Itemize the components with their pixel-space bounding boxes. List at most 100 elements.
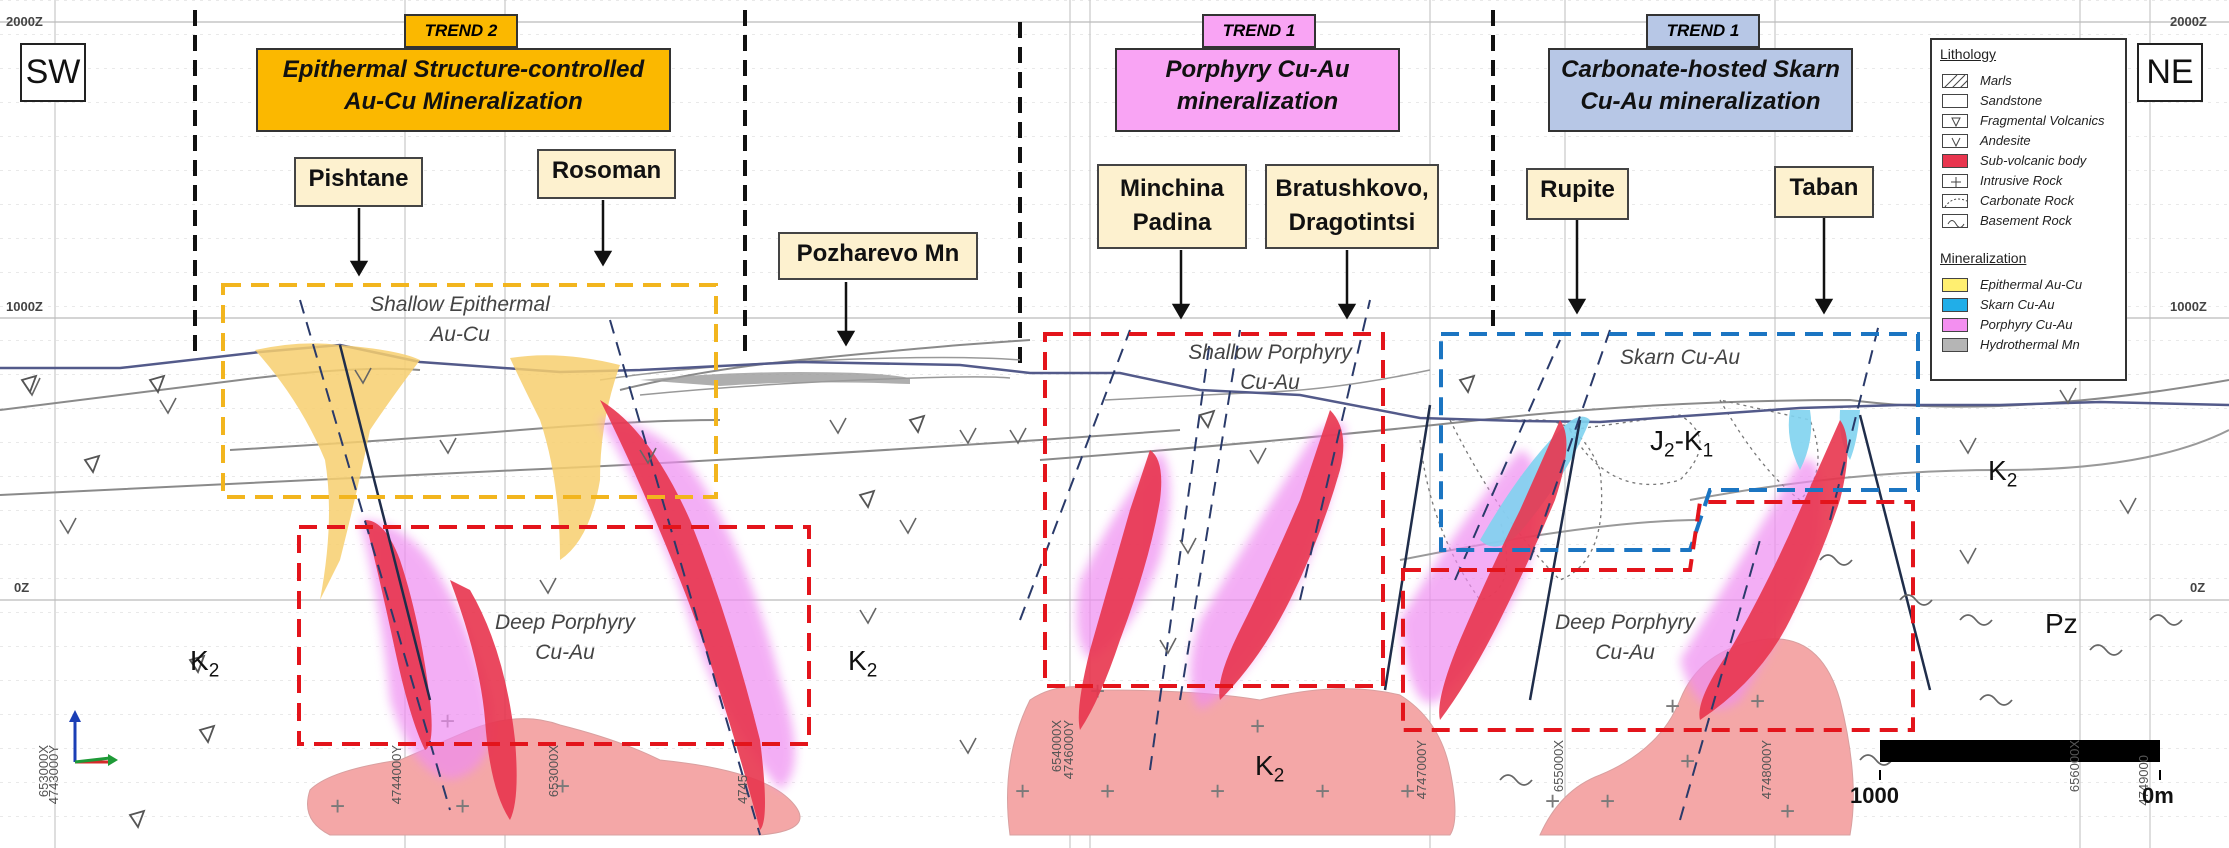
dashed-faults bbox=[299, 299, 1881, 836]
legend-carbonate-label: Carbonate Rock bbox=[1980, 193, 2074, 208]
trend-2-title: Epithermal Structure-controlled Au-Cu Mi… bbox=[256, 48, 671, 132]
legend-row-porphyry: Porphyry Cu-Au bbox=[1940, 316, 2125, 334]
legend-row-intrusive: Intrusive Rock bbox=[1940, 172, 2125, 190]
elevation-2000-right: 2000Z bbox=[2170, 14, 2207, 29]
legend-row-epithermal: Epithermal Au-Cu bbox=[1940, 276, 2125, 294]
unit-j-letter: J bbox=[1650, 425, 1664, 456]
zone-deep-porphyry-right-line1: Deep Porphyry bbox=[1554, 611, 1696, 634]
unit-k2-center-sub: 2 bbox=[866, 660, 878, 682]
minchina-line1: Minchina bbox=[1119, 175, 1224, 202]
porphyry-title-line1: Porphyry Cu-Au bbox=[1165, 56, 1350, 83]
axis-triad-icon bbox=[69, 710, 118, 766]
scale-label-1000: 1000 bbox=[1850, 783, 1899, 808]
unit-k2-bottom-letter: K bbox=[1255, 750, 1274, 781]
legend-porphyry-label: Porphyry Cu-Au bbox=[1980, 317, 2073, 332]
unit-k2-left-sub: 2 bbox=[208, 660, 220, 682]
intrusive-swatch-icon bbox=[1942, 174, 1968, 188]
legend-row-andesite: Andesite bbox=[1940, 132, 2125, 150]
legend-fragmental-label: Fragmental Volcanics bbox=[1980, 113, 2105, 128]
andesite-swatch-icon bbox=[1942, 134, 1968, 148]
subvolcanic-swatch-icon bbox=[1942, 154, 1968, 168]
trend-dividers bbox=[193, 10, 1495, 370]
basement-rock-symbols bbox=[1499, 554, 2183, 786]
sandstone-swatch-icon bbox=[1942, 94, 1968, 108]
legend-skarn-label: Skarn Cu-Au bbox=[1980, 297, 2055, 312]
elevation-0-left: 0Z bbox=[14, 580, 30, 595]
skarn-title-line1: Carbonate-hosted Skarn bbox=[1561, 56, 1840, 83]
epithermal-au-cu-zones bbox=[255, 343, 620, 600]
legend-basement-label: Basement Rock bbox=[1980, 213, 2072, 228]
porphyry-title: Porphyry Cu-Au mineralization bbox=[1115, 48, 1400, 132]
unit-k2-right-letter: K bbox=[1988, 455, 2007, 486]
zone-shallow-porphyry-line2: Cu-Au bbox=[1240, 371, 1300, 394]
legend-row-subvolcanic: Sub-volcanic body bbox=[1940, 152, 2125, 170]
sub-volcanic-bodies bbox=[365, 400, 1848, 830]
legend-row-skarn: Skarn Cu-Au bbox=[1940, 296, 2125, 314]
hydrothermal-swatch-icon bbox=[1942, 338, 1968, 352]
fragmental-swatch-icon bbox=[1942, 114, 1968, 128]
legend-subvolcanic-label: Sub-volcanic body bbox=[1980, 153, 2087, 168]
elevation-1000-left: 1000Z bbox=[6, 299, 43, 314]
zone-shallow-epithermal: Shallow Epithermal Au-Cu bbox=[330, 290, 590, 350]
zone-deep-porphyry-right: Deep Porphyry Cu-Au bbox=[1500, 608, 1750, 668]
svg-text:+: + bbox=[1250, 711, 1265, 741]
zone-deep-porphyry-left-line2: Cu-Au bbox=[535, 641, 595, 664]
svg-text:+: + bbox=[330, 791, 345, 821]
svg-text:+: + bbox=[555, 771, 570, 801]
location-bratushkovo-dragotintsi: Bratushkovo, Dragotintsi bbox=[1265, 164, 1439, 249]
legend-row-carbonate: Carbonate Rock bbox=[1940, 192, 2125, 210]
location-pozharevo-mn: Pozharevo Mn bbox=[778, 232, 978, 280]
svg-text:+: + bbox=[455, 791, 470, 821]
legend-row-hydrothermal: Hydrothermal Mn bbox=[1940, 336, 2125, 354]
skarn-swatch-icon bbox=[1942, 298, 1968, 312]
coord-4745: 4745 bbox=[735, 775, 750, 804]
unit-k2-right-sub: 2 bbox=[2006, 470, 2018, 492]
svg-text:+: + bbox=[1780, 796, 1795, 826]
carbonate-swatch-icon bbox=[1942, 194, 1968, 208]
skarn-title-line2: Cu-Au mineralization bbox=[1580, 88, 1821, 115]
scale-bar bbox=[1880, 740, 2160, 762]
hydrothermal-mn-lens bbox=[640, 372, 910, 386]
unit-k2-left: K2 bbox=[190, 645, 219, 683]
unit-k2-bottom: K2 bbox=[1255, 750, 1284, 788]
trend-2-tag: TREND 2 bbox=[404, 14, 518, 48]
faults bbox=[338, 344, 1932, 701]
zone-skarn: Skarn Cu-Au bbox=[1619, 346, 1741, 369]
zone-deep-porphyry-right-line2: Cu-Au bbox=[1595, 641, 1655, 664]
porphyry-swatch-icon bbox=[1942, 318, 1968, 332]
legend-row-marls: Marls bbox=[1940, 72, 2125, 90]
svg-text:+: + bbox=[1680, 746, 1695, 776]
svg-text:+: + bbox=[1400, 776, 1415, 806]
legend-mineralization-title: Mineralization bbox=[1940, 250, 2027, 266]
elevation-2000-left: 2000Z bbox=[6, 14, 43, 29]
location-minchina-padina: Minchina Padina bbox=[1097, 164, 1247, 249]
elevation-1000-right: 1000Z bbox=[2170, 299, 2207, 314]
trend-2-title-line2: Au-Cu Mineralization bbox=[344, 88, 583, 115]
bratushkovo-line2: Dragotintsi bbox=[1288, 209, 1416, 236]
zone-deep-porphyry-left-line1: Deep Porphyry bbox=[494, 611, 636, 634]
legend-marls-label: Marls bbox=[1980, 73, 2012, 88]
coord-4743000y: 4743000Y bbox=[46, 745, 61, 805]
unit-j2-k1: J2-K1 bbox=[1650, 425, 1713, 463]
callout-arrows bbox=[349, 200, 1834, 347]
legend-row-basement: Basement Rock bbox=[1940, 212, 2125, 230]
svg-text:+: + bbox=[1015, 776, 1030, 806]
coord-4744000y: 4744000Y bbox=[389, 745, 404, 805]
legend-row-sandstone: Sandstone bbox=[1940, 92, 2125, 110]
svg-text:+: + bbox=[1600, 786, 1615, 816]
legend-sandstone-label: Sandstone bbox=[1980, 93, 2043, 108]
porphyry-title-line2: mineralization bbox=[1176, 88, 1339, 115]
location-pishtane: Pishtane bbox=[294, 157, 423, 207]
legend-lithology-title: Lithology bbox=[1940, 46, 1997, 62]
legend-intrusive-label: Intrusive Rock bbox=[1980, 173, 2063, 188]
southwest-label: SW bbox=[20, 43, 86, 102]
svg-text:+: + bbox=[1750, 686, 1765, 716]
location-taban: Taban bbox=[1774, 166, 1874, 218]
unit-k1-letter: -K bbox=[1674, 425, 1703, 456]
intrusive-rock bbox=[307, 638, 1854, 836]
legend-hydrothermal-label: Hydrothermal Mn bbox=[1980, 337, 2080, 352]
legend: Lithology Marls Sandstone Fragmental Vol… bbox=[1930, 38, 2127, 381]
location-rosoman: Rosoman bbox=[537, 149, 676, 199]
svg-text:+: + bbox=[1315, 776, 1330, 806]
